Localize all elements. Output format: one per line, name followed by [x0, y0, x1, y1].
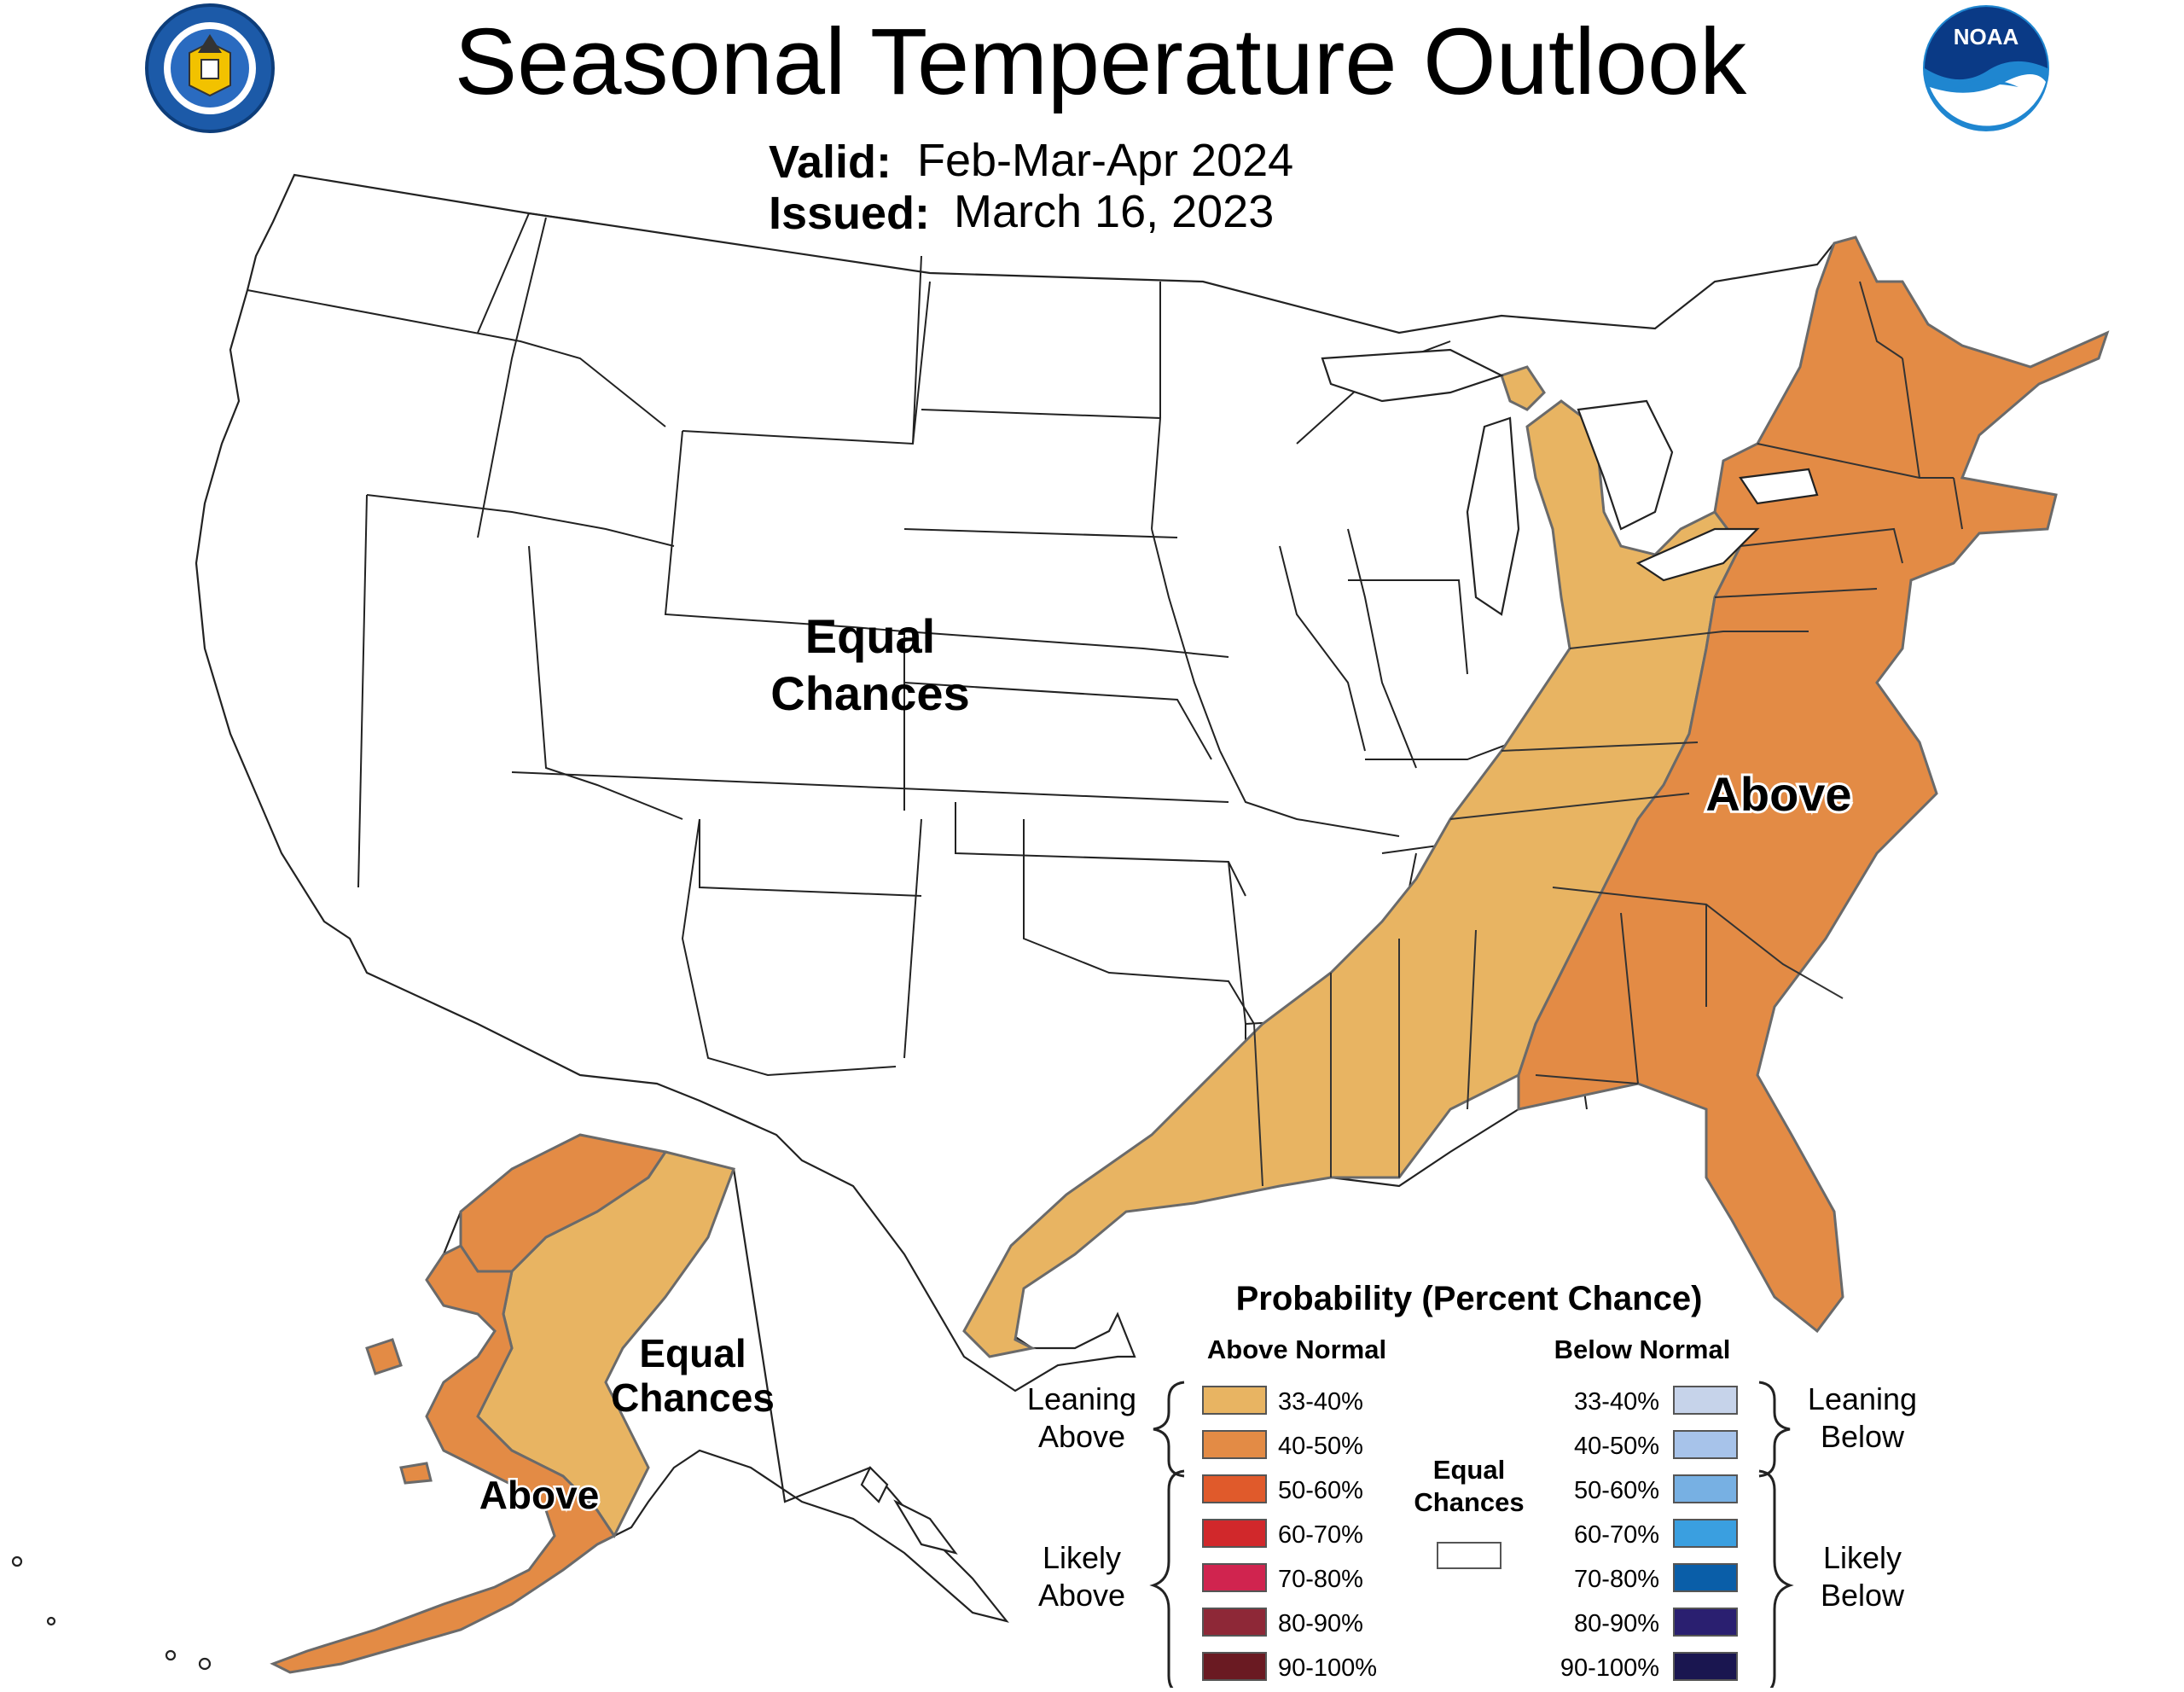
legend-below-label-0: 33-40%: [1574, 1388, 1659, 1416]
legend-leaning-below-1: Leaning: [1808, 1381, 1917, 1416]
legend-below-rows: 33-40% 40-50% 50-60% 60-70% 70-80% 80-90% 90-1…: [1560, 1386, 1738, 1682]
conus-equal-label-1: Equal: [805, 609, 935, 663]
conus-above-label: Above: [1705, 767, 1851, 821]
legend-above-swatch-0: [1202, 1386, 1267, 1415]
legend-below-swatch-2: [1673, 1474, 1738, 1503]
conus-equal-label-2: Chances: [770, 666, 969, 720]
legend-below-label-4: 70-80%: [1574, 1566, 1659, 1593]
legend-likely-below-1: Likely: [1823, 1540, 1902, 1575]
conus-map: Equal Chances Above: [195, 173, 2110, 1393]
issued-value: March 16, 2023: [954, 186, 1274, 237]
legend-above-swatch-2: [1202, 1474, 1267, 1503]
page-title: Seasonal Temperature Outlook: [455, 9, 1747, 114]
alaska-map: Equal Chances Above: [11, 1133, 1009, 1674]
legend-above-swatch-6: [1202, 1652, 1267, 1681]
legend-below-header: Below Normal: [1554, 1334, 1731, 1364]
legend-above-label-2: 50-60%: [1278, 1477, 1363, 1504]
legend-likely-above-2: Above: [1038, 1578, 1125, 1613]
valid-label: Valid:: [769, 137, 892, 188]
legend-brace-likely-above: [1149, 1469, 1185, 1692]
legend-above-label-0: 33-40%: [1278, 1388, 1363, 1416]
legend-equal-2: Chances: [1414, 1487, 1524, 1517]
legend-above-swatch-1: [1202, 1430, 1267, 1459]
legend-below-swatch-0: [1673, 1386, 1738, 1415]
legend-below-swatch-6: [1673, 1652, 1738, 1681]
legend-above-label-6: 90-100%: [1278, 1654, 1377, 1682]
legend-above-label-5: 80-90%: [1278, 1610, 1363, 1637]
legend-below-label-2: 50-60%: [1574, 1477, 1659, 1504]
legend-leaning-above-2: Above: [1038, 1419, 1125, 1454]
ak-likely-above-west: [270, 1244, 617, 1674]
legend-equal-1: Equal: [1433, 1455, 1505, 1485]
legend-above-rows: 33-40% 40-50% 50-60% 60-70% 70-80% 80-90% 90-1…: [1202, 1386, 1377, 1682]
legend-below-swatch-4: [1673, 1563, 1738, 1592]
legend-below-label-5: 80-90%: [1574, 1610, 1659, 1637]
legend-above-label-1: 40-50%: [1278, 1433, 1363, 1460]
legend-brace-likely-below: [1758, 1469, 1794, 1692]
ak-equal-label-1: Equal: [639, 1331, 746, 1375]
great-lakes: [1321, 348, 1819, 616]
legend-brace-leaning-above: [1153, 1381, 1185, 1478]
conus-lean-above-up: [1500, 365, 1546, 411]
noaa-text: NOAA: [1954, 24, 2019, 49]
legend-above-swatch-3: [1202, 1519, 1267, 1548]
issued-label: Issued:: [769, 188, 930, 239]
ak-equal-label-2: Chances: [611, 1375, 775, 1420]
valid-value: Feb-Mar-Apr 2024: [917, 135, 1293, 186]
legend-below-swatch-5: [1673, 1608, 1738, 1637]
legend: Probability (Percent Chance) Above Norma…: [1027, 1280, 1917, 1692]
conus-likely-above-region: [1517, 235, 2110, 1334]
noaa-logo-icon: NOAA: [1923, 5, 2049, 131]
ak-above-label: Above: [479, 1473, 600, 1517]
seal-icon: [145, 3, 275, 133]
legend-below-label-6: 90-100%: [1560, 1654, 1659, 1682]
legend-likely-below-2: Below: [1821, 1578, 1905, 1613]
legend-brace-leaning-below: [1758, 1381, 1791, 1478]
legend-above-header: Above Normal: [1207, 1334, 1386, 1364]
shaded-state-boundaries: [1253, 281, 1963, 1187]
legend-below-label-1: 40-50%: [1574, 1433, 1659, 1460]
legend-equal-swatch: [1437, 1542, 1502, 1569]
legend-below-swatch-1: [1673, 1430, 1738, 1459]
legend-title: Probability (Percent Chance): [1236, 1280, 1703, 1317]
legend-above-swatch-4: [1202, 1563, 1267, 1592]
legend-leaning-above-1: Leaning: [1027, 1381, 1136, 1416]
legend-above-swatch-5: [1202, 1608, 1267, 1637]
legend-below-label-3: 60-70%: [1574, 1521, 1659, 1549]
legend-above-label-3: 60-70%: [1278, 1521, 1363, 1549]
legend-likely-above-1: Likely: [1043, 1540, 1121, 1575]
ak-islands: [11, 1338, 958, 1671]
legend-above-label-4: 70-80%: [1278, 1566, 1363, 1593]
legend-leaning-below-2: Below: [1821, 1419, 1905, 1454]
legend-below-swatch-3: [1673, 1519, 1738, 1548]
